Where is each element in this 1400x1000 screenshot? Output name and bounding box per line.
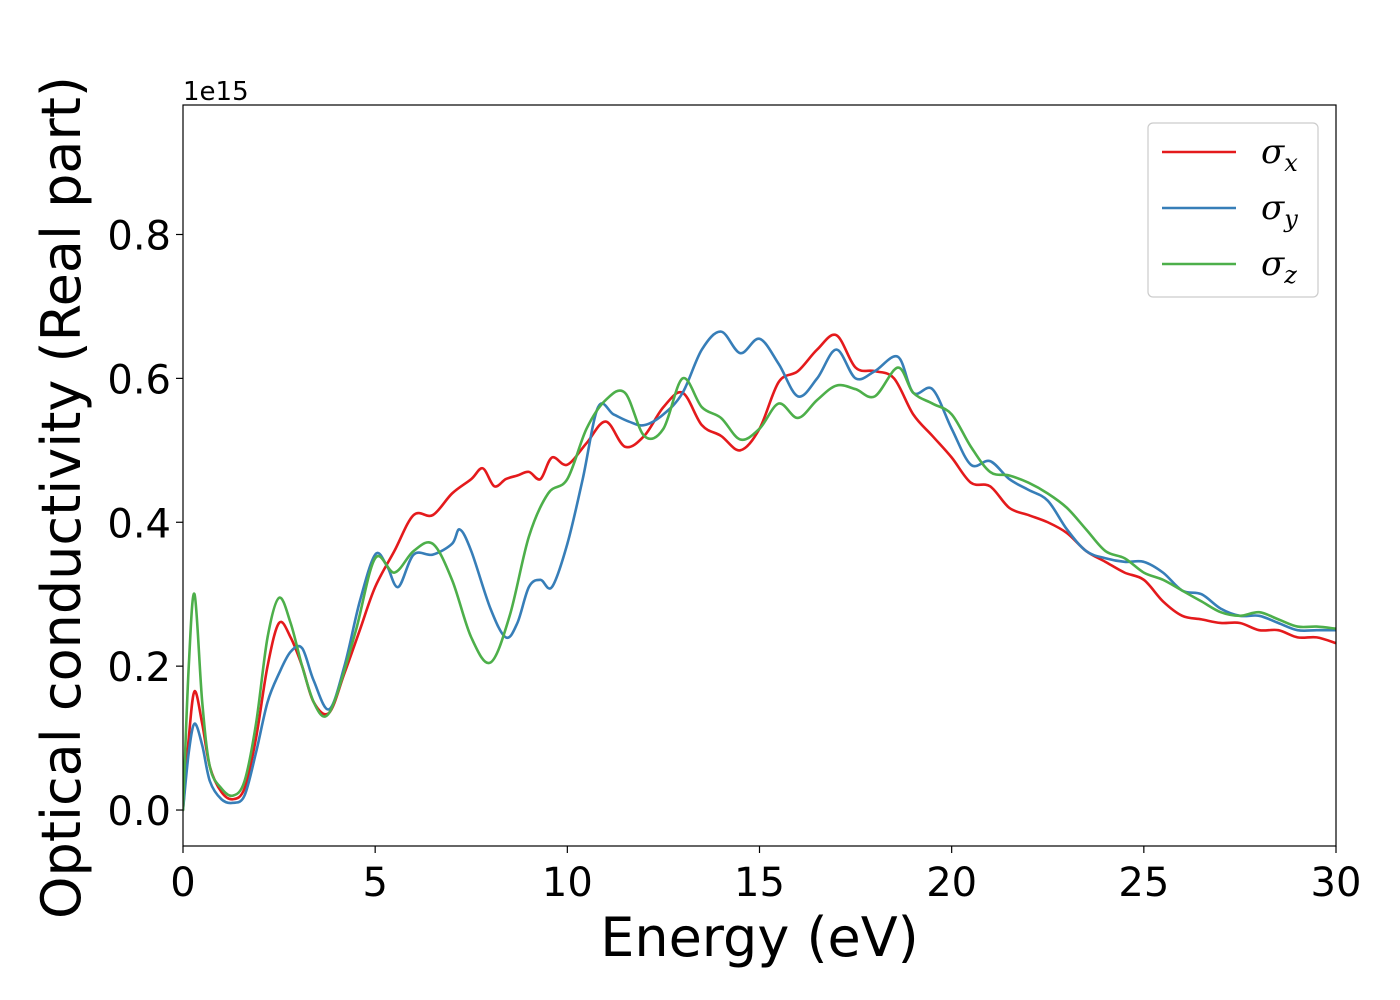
x-tick-label: 5: [362, 860, 387, 906]
x-tick-label: 20: [926, 860, 977, 906]
x-tick-label: 0: [170, 860, 195, 906]
y-tick-label: 0.4: [107, 501, 171, 547]
legend-symbol: σ: [1261, 244, 1285, 284]
y-offset-text: 1e15: [183, 77, 249, 107]
legend-symbol: σ: [1261, 188, 1285, 228]
legend-label-y: σy: [1261, 188, 1298, 233]
x-ticks: 0 5 10 15 20 25 30: [170, 846, 1361, 906]
legend-box: [1147, 122, 1319, 298]
x-tick-label: 15: [734, 860, 785, 906]
y-tick-label: 0.8: [107, 213, 171, 259]
legend-symbol: σ: [1261, 132, 1285, 172]
y-tick-label: 0.2: [107, 645, 171, 691]
y-tick-label: 0.6: [107, 357, 171, 403]
x-tick-label: 25: [1118, 860, 1169, 906]
series-layer: [183, 330, 1336, 812]
y-tick-label: 0.0: [107, 789, 171, 835]
series-line-z: [183, 366, 1336, 812]
legend-subscript: x: [1284, 149, 1298, 177]
series-line-x: [183, 333, 1336, 812]
legend-subscript: z: [1283, 261, 1297, 289]
x-tick-label: 30: [1311, 860, 1362, 906]
x-axis-label: Energy (eV): [600, 906, 919, 969]
legend-label-z: σz: [1261, 244, 1297, 289]
y-axis-label: Optical conductivity (Real part): [30, 76, 93, 919]
series-line-y: [183, 330, 1336, 812]
x-tick-label: 10: [542, 860, 593, 906]
y-ticks: 0.0 0.2 0.4 0.6 0.8: [107, 213, 183, 835]
legend-label-x: σx: [1261, 132, 1298, 177]
legend-subscript: y: [1283, 205, 1298, 233]
